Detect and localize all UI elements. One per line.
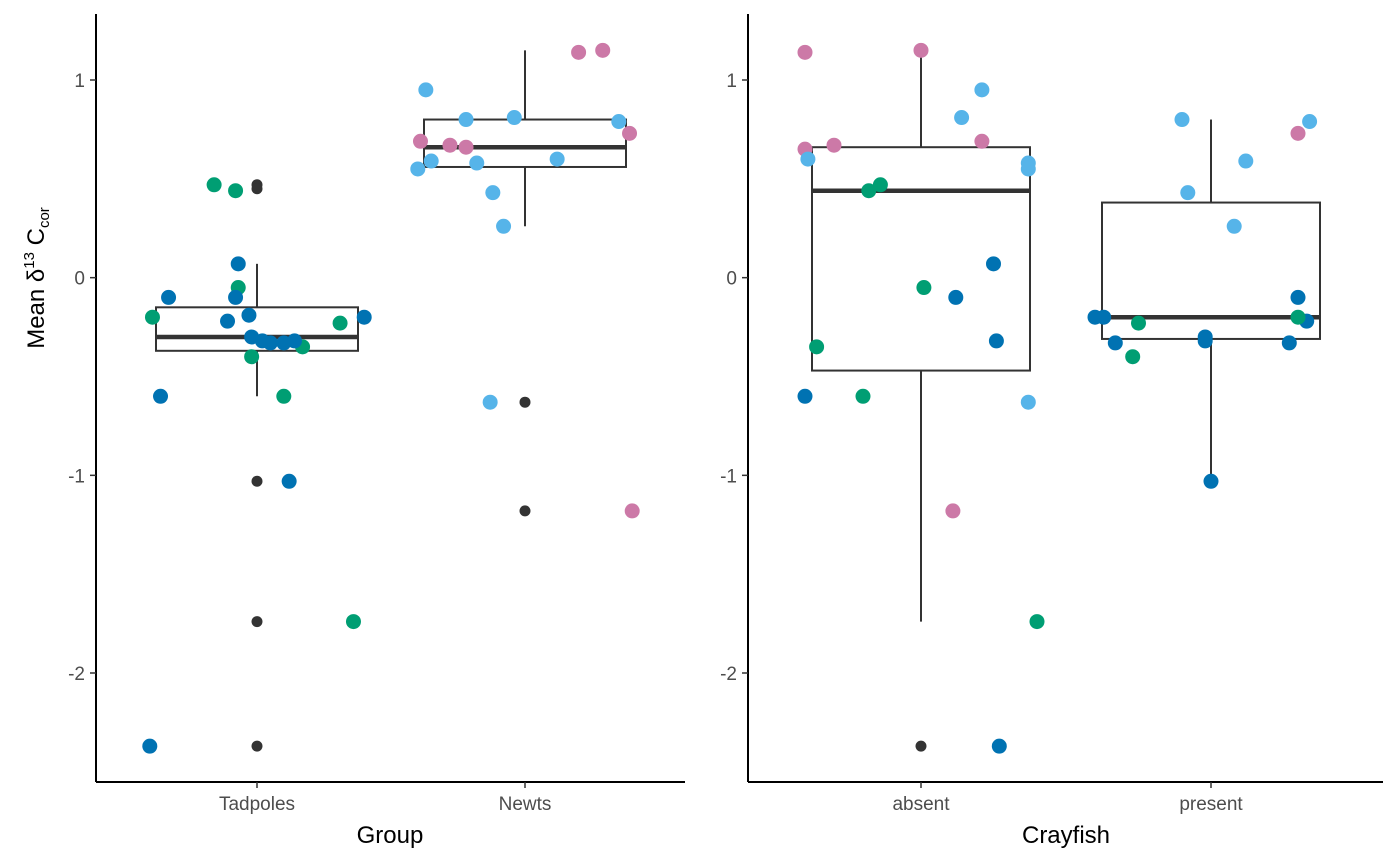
outlier-point — [519, 505, 531, 517]
data-point — [826, 137, 842, 153]
data-point — [482, 394, 498, 410]
data-point — [611, 114, 627, 130]
y-tick-label: 1 — [726, 71, 737, 92]
data-point — [206, 177, 222, 193]
box-iqr — [155, 306, 359, 352]
data-point — [948, 289, 964, 305]
panel-crayfish: -2 -1 0 1 absent present — [720, 14, 1383, 815]
outlier-point — [251, 183, 263, 195]
data-point — [1029, 614, 1045, 630]
y-tick-label: -1 — [68, 466, 85, 487]
data-point — [1107, 335, 1123, 351]
data-point — [1020, 394, 1036, 410]
y-tick-label: -1 — [720, 466, 737, 487]
data-point — [230, 256, 246, 272]
data-point — [276, 388, 292, 404]
data-point — [549, 151, 565, 167]
data-point — [506, 110, 522, 126]
data-point — [809, 339, 825, 355]
data-point — [1226, 218, 1242, 234]
data-point — [458, 112, 474, 128]
outlier-point — [915, 740, 927, 752]
data-point — [1180, 185, 1196, 201]
data-point — [954, 110, 970, 126]
data-point — [797, 388, 813, 404]
data-point — [1302, 114, 1318, 130]
data-point — [332, 315, 348, 331]
data-point — [800, 151, 816, 167]
data-point — [410, 161, 426, 177]
y-tick-label: -2 — [720, 664, 737, 685]
data-point — [281, 473, 297, 489]
data-point — [241, 307, 257, 323]
data-point — [458, 139, 474, 155]
data-point — [228, 183, 244, 199]
data-point — [624, 503, 640, 519]
outlier-point — [251, 616, 263, 628]
panel-group: -2 -1 0 1 Tadpoles Newts — [68, 14, 685, 815]
y-tick-label: 0 — [74, 269, 85, 290]
data-point — [1203, 473, 1219, 489]
data-point — [595, 42, 611, 58]
data-point — [442, 137, 458, 153]
data-point — [496, 218, 512, 234]
x-tick-label: absent — [892, 794, 950, 815]
data-point — [423, 153, 439, 169]
y-tick-label: 0 — [726, 269, 737, 290]
data-point — [797, 44, 813, 60]
data-point — [412, 133, 428, 149]
data-point — [228, 289, 244, 305]
data-point — [855, 388, 871, 404]
data-point — [262, 335, 278, 351]
x-axis-title-crayfish: Crayfish — [1022, 822, 1110, 849]
data-point — [1096, 309, 1112, 325]
data-point — [1020, 161, 1036, 177]
data-point — [220, 313, 236, 329]
data-point — [916, 280, 932, 296]
x-axis-title-group: Group — [357, 822, 424, 849]
data-point — [1281, 335, 1297, 351]
x-tick-label: present — [1179, 794, 1243, 815]
data-point — [469, 155, 485, 171]
data-point — [356, 309, 372, 325]
data-point — [571, 44, 587, 60]
data-point — [153, 388, 169, 404]
box-iqr — [811, 146, 1031, 372]
data-point — [974, 133, 990, 149]
data-point — [1197, 333, 1213, 349]
data-point — [485, 185, 501, 201]
data-point — [988, 333, 1004, 349]
outlier-point — [519, 396, 531, 408]
data-point — [144, 309, 160, 325]
x-tick-label: Tadpoles — [219, 794, 295, 815]
y-tick-label: 1 — [74, 71, 85, 92]
data-point — [161, 289, 177, 305]
data-point — [991, 738, 1007, 754]
data-point — [974, 82, 990, 98]
outlier-point — [251, 740, 263, 752]
data-point — [345, 614, 361, 630]
data-point — [861, 183, 877, 199]
data-point — [142, 738, 158, 754]
data-point — [1131, 315, 1146, 331]
y-axis-title: Mean δ13 Ccor — [21, 207, 53, 349]
data-point — [1174, 112, 1190, 128]
data-point — [1290, 309, 1306, 325]
data-point — [986, 256, 1001, 272]
data-point — [1238, 153, 1254, 169]
data-point — [287, 333, 303, 349]
y-tick-label: -2 — [68, 664, 85, 685]
data-point — [1125, 349, 1141, 365]
x-tick-label: Newts — [499, 794, 552, 815]
data-point — [622, 125, 638, 141]
data-point — [872, 177, 888, 193]
data-point — [1290, 125, 1306, 141]
data-point — [945, 503, 961, 519]
data-point — [418, 82, 434, 98]
data-point — [913, 42, 929, 58]
data-point — [1290, 289, 1306, 305]
outlier-point — [251, 475, 263, 487]
data-point — [244, 349, 260, 365]
